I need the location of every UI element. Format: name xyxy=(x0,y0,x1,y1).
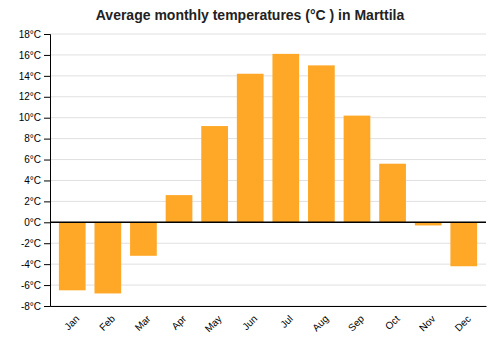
grid-line xyxy=(50,306,486,307)
x-axis: Jan Feb Mar Apr May Jun Jul Aug Sep Oct Nov Dec xyxy=(51,307,487,335)
bar xyxy=(308,65,335,222)
tick: -6°C xyxy=(21,280,50,291)
tick-label: 10°C xyxy=(19,112,41,123)
tick-label: 4°C xyxy=(24,175,41,186)
grid-line xyxy=(50,54,486,55)
plot: -8°C -6°C -4°C -2°C 0°C 2°C 4°C 6°C 8°C 10°C 12°C 1… xyxy=(19,29,487,335)
y-axis: -8°C -6°C -4°C -2°C 0°C 2°C 4°C 6°C 8°C 10°C 12°C 1… xyxy=(19,29,51,312)
tick: Nov xyxy=(417,313,437,333)
bar xyxy=(130,222,157,255)
tick-label: 18°C xyxy=(19,29,41,40)
axis-line xyxy=(44,35,51,307)
tick: Oct xyxy=(383,313,402,332)
tick-label: May xyxy=(203,313,224,334)
tick: 14°C xyxy=(19,71,50,82)
tick: -2°C xyxy=(21,238,50,249)
tick: 12°C xyxy=(19,91,50,102)
tick: 10°C xyxy=(19,112,50,123)
tick-mark xyxy=(44,97,50,98)
tick-label: -4°C xyxy=(21,259,41,270)
chart: Average monthly temperatures (°C ) in Ma… xyxy=(0,0,500,350)
tick-label: Jun xyxy=(240,313,259,332)
zero-line xyxy=(50,222,486,224)
tick-mark xyxy=(44,180,50,181)
tick-label: Aug xyxy=(310,313,330,333)
tick: May xyxy=(203,313,224,334)
tick: Feb xyxy=(97,313,117,333)
tick: Mar xyxy=(133,313,153,333)
tick-label: Nov xyxy=(417,313,437,333)
tick-mark xyxy=(44,160,50,161)
tick-mark xyxy=(44,34,50,35)
tick-mark xyxy=(44,55,50,56)
grid-line xyxy=(50,75,486,76)
tick-label: 8°C xyxy=(24,133,41,144)
tick-mark xyxy=(44,139,50,140)
bar xyxy=(272,54,299,222)
tick-label: 0°C xyxy=(24,217,41,228)
grid-line xyxy=(50,34,486,35)
bar xyxy=(237,74,264,223)
tick-label: Jul xyxy=(278,313,295,330)
tick: Sep xyxy=(346,313,367,334)
tick: 0°C xyxy=(24,217,50,228)
tick-label: 6°C xyxy=(24,154,41,165)
bar xyxy=(344,116,371,223)
tick-mark xyxy=(44,118,50,119)
bar xyxy=(379,164,406,223)
grid-line xyxy=(50,201,486,202)
bar xyxy=(201,126,228,222)
tick-mark xyxy=(44,306,50,307)
tick: 18°C xyxy=(19,29,50,40)
tick-mark xyxy=(44,201,50,202)
tick-label: Jan xyxy=(62,313,81,332)
tick: 6°C xyxy=(24,154,50,165)
tick: -4°C xyxy=(21,259,50,270)
bar xyxy=(59,222,86,290)
tick: Apr xyxy=(169,313,188,332)
grid-line xyxy=(50,138,486,139)
tick-label: Sep xyxy=(346,313,367,334)
tick-label: Dec xyxy=(453,313,473,333)
tick: 2°C xyxy=(24,196,50,207)
tick-mark xyxy=(44,243,50,244)
bar xyxy=(166,195,193,222)
grid-line xyxy=(50,117,486,118)
title: Average monthly temperatures (°C ) in Ma… xyxy=(96,7,405,23)
tick-label: Apr xyxy=(169,313,188,332)
tick-label: -2°C xyxy=(21,238,41,249)
tick-mark xyxy=(44,76,50,77)
tick: -8°C xyxy=(21,301,50,312)
tick-label: -6°C xyxy=(21,280,41,291)
tick-label: 12°C xyxy=(19,91,41,102)
tick: 8°C xyxy=(24,133,50,144)
tick-label: Oct xyxy=(383,313,402,332)
tick-mark xyxy=(44,264,50,265)
tick-label: Mar xyxy=(133,313,153,333)
tick-label: 14°C xyxy=(19,71,41,82)
grid-line xyxy=(50,222,486,223)
grid-line xyxy=(50,96,486,97)
tick-mark xyxy=(44,222,50,223)
tick-label: -8°C xyxy=(21,301,41,312)
bar xyxy=(450,222,477,266)
tick: Jun xyxy=(240,313,259,332)
tick: 4°C xyxy=(24,175,50,186)
tick: Aug xyxy=(310,313,330,333)
tick: Jul xyxy=(278,313,295,330)
tick-label: Feb xyxy=(97,313,117,333)
tick: 16°C xyxy=(19,50,50,61)
grid-line xyxy=(50,159,486,160)
axis-line xyxy=(51,306,487,307)
tick: Dec xyxy=(453,313,473,333)
marks xyxy=(50,54,486,294)
tick-label: 16°C xyxy=(19,50,41,61)
tick: Jan xyxy=(62,313,81,332)
grid-line xyxy=(50,180,486,181)
bar xyxy=(94,222,121,293)
tick-label: 2°C xyxy=(24,196,41,207)
tick-mark xyxy=(44,285,50,286)
grid xyxy=(50,34,486,306)
